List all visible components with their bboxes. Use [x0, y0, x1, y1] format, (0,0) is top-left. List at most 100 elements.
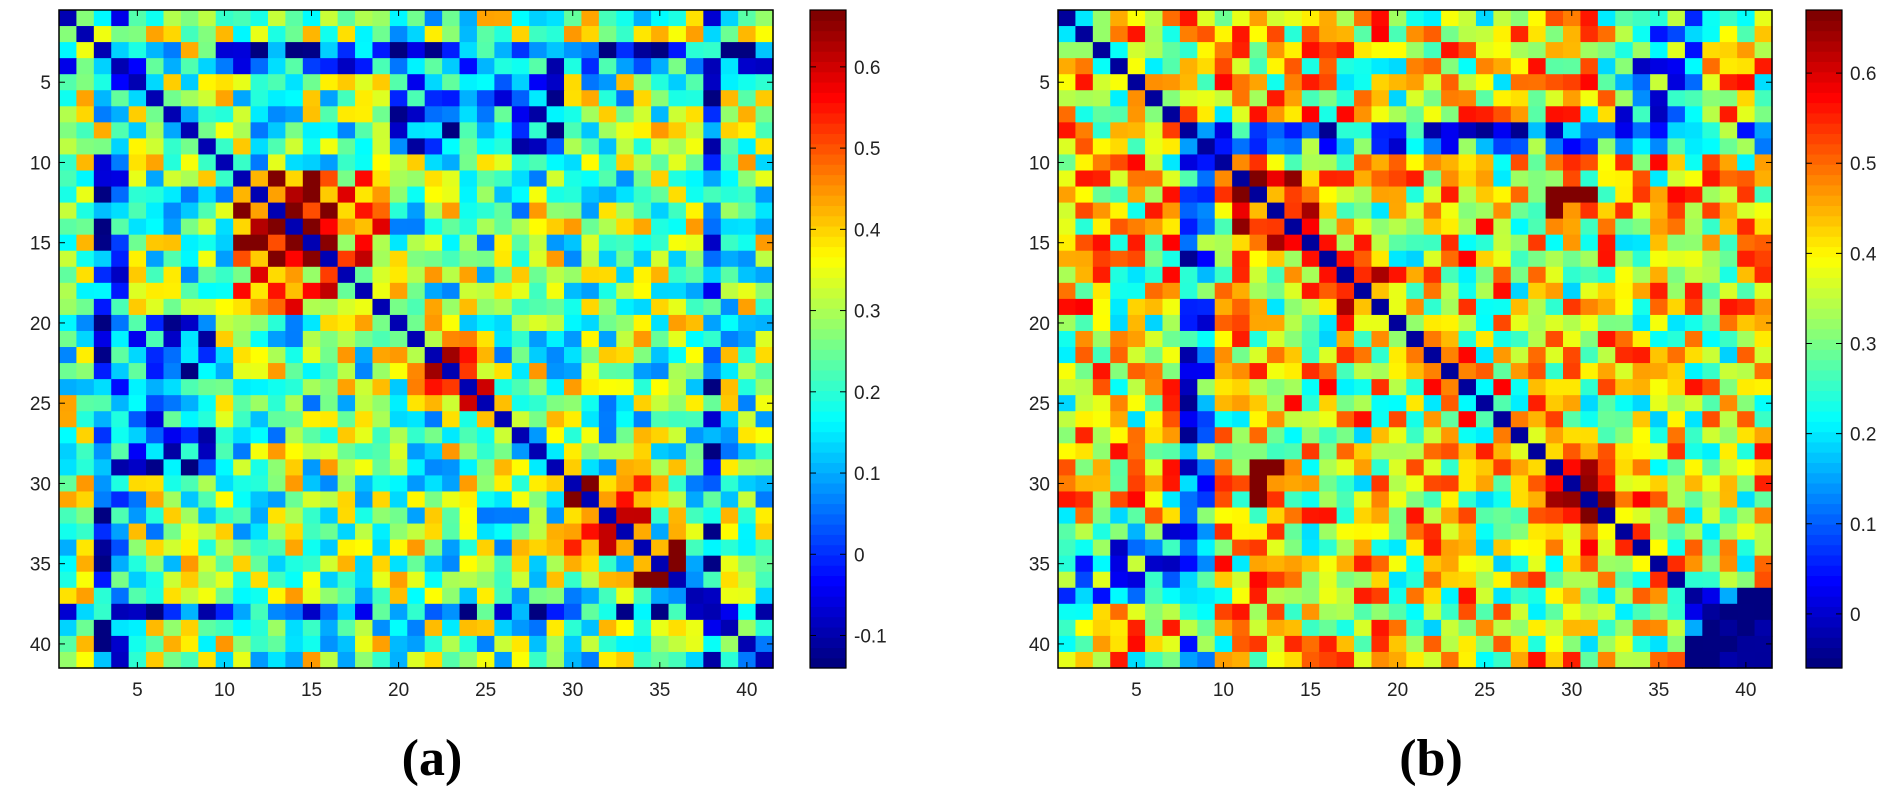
heatmap-cell [1284, 186, 1303, 204]
heatmap-cell [1632, 154, 1651, 172]
heatmap-cell [564, 170, 583, 188]
heatmap-cell [250, 170, 269, 188]
heatmap-cell [598, 90, 617, 107]
heatmap-cell [1650, 234, 1669, 252]
heatmap-cell [511, 122, 530, 139]
heatmap-cell [1214, 234, 1233, 252]
heatmap-cell [703, 10, 722, 27]
heatmap-cell [1702, 106, 1721, 123]
heatmap-cell [598, 555, 617, 573]
heatmap-cell [1423, 170, 1442, 188]
heatmap-cell [111, 202, 130, 220]
heatmap-cell [1615, 314, 1634, 332]
heatmap-cell [1719, 186, 1738, 204]
heatmap-cell [59, 507, 78, 525]
heatmap-cell [1737, 475, 1756, 493]
heatmap-cell [738, 90, 757, 107]
heatmap-cell [1475, 587, 1494, 605]
heatmap-cell [1336, 635, 1355, 653]
heatmap-cell [1423, 266, 1442, 284]
heatmap-cell [389, 411, 408, 428]
heatmap-cell [1615, 266, 1634, 284]
heatmap-cell [720, 234, 739, 252]
heatmap-cell [581, 507, 600, 525]
heatmap-cell [250, 330, 269, 348]
heatmap-cell [198, 347, 217, 364]
heatmap-cell [1336, 619, 1355, 637]
heatmap-cell [1319, 443, 1338, 460]
heatmap-cell [215, 90, 234, 107]
heatmap-cell [1580, 651, 1599, 669]
heatmap-cell [1458, 459, 1477, 477]
heatmap-cell [407, 523, 426, 541]
heatmap-cell [93, 411, 112, 428]
heatmap-cell [59, 523, 78, 541]
heatmap-cell [720, 443, 739, 460]
heatmap-cell [215, 74, 234, 91]
heatmap-cell [1667, 186, 1686, 204]
heatmap-cell [442, 379, 461, 396]
heatmap-cell [581, 250, 600, 268]
heatmap-cell [1249, 90, 1268, 107]
heatmap-cell [372, 282, 391, 300]
heatmap-cell [1179, 459, 1198, 477]
heatmap-cell [668, 491, 687, 509]
heatmap-cell [285, 234, 304, 252]
heatmap-cell [1475, 635, 1494, 653]
heatmap-cell [1441, 507, 1460, 525]
heatmap-cell [215, 122, 234, 139]
heatmap-cell [1127, 491, 1146, 509]
heatmap-cell [494, 363, 513, 380]
heatmap-cell [1458, 10, 1477, 27]
heatmap-cell [1284, 443, 1303, 460]
heatmap-cell [59, 42, 78, 59]
heatmap-cell [459, 347, 478, 364]
heatmap-cell [511, 587, 530, 605]
heatmap-cell [476, 186, 495, 204]
heatmap-cell [755, 507, 774, 525]
heatmap-cell [111, 282, 130, 300]
heatmap-cell [1197, 587, 1216, 605]
heatmap-cell [1388, 603, 1407, 621]
heatmap-cell [1110, 170, 1129, 188]
heatmap-cell [1528, 523, 1547, 541]
heatmap-cell [215, 282, 234, 300]
heatmap-cell [424, 587, 443, 605]
heatmap-cell [1092, 250, 1111, 268]
heatmap-cell [76, 363, 95, 380]
heatmap-cell [1336, 587, 1355, 605]
heatmap-cell [355, 74, 374, 91]
heatmap-cell [1441, 298, 1460, 316]
heatmap-cell [1232, 395, 1251, 412]
heatmap-cell [1301, 539, 1320, 557]
heatmap-cell [233, 651, 252, 669]
heatmap-cell [494, 330, 513, 348]
heatmap-cell [76, 427, 95, 444]
heatmap-cell [720, 314, 739, 332]
heatmap-cell [1458, 298, 1477, 316]
heatmap-cell [372, 507, 391, 525]
colorbar-segment [810, 71, 846, 83]
colorbar-segment [810, 205, 846, 217]
heatmap-cell [616, 282, 635, 300]
heatmap-cell [581, 475, 600, 493]
heatmap-cell [198, 122, 217, 139]
heatmap-cell [1545, 475, 1564, 493]
heatmap-cell [1214, 587, 1233, 605]
heatmap-cell [1388, 106, 1407, 123]
heatmap-cell [1301, 298, 1320, 316]
colorbar-segment [1806, 184, 1842, 196]
heatmap-cell [1667, 250, 1686, 268]
heatmap-cell [146, 42, 165, 59]
heatmap-cell [1162, 106, 1181, 123]
heatmap-cell [1597, 218, 1616, 236]
heatmap-cell [1319, 122, 1338, 139]
heatmap-cell [616, 459, 635, 477]
heatmap-cell [1510, 122, 1529, 139]
heatmap-cell [1388, 218, 1407, 236]
heatmap-cell [546, 330, 565, 348]
colorbar-segment [810, 462, 846, 474]
heatmap-cell [1597, 170, 1616, 188]
heatmap-cell [1127, 154, 1146, 172]
colorbar-segment [810, 123, 846, 134]
